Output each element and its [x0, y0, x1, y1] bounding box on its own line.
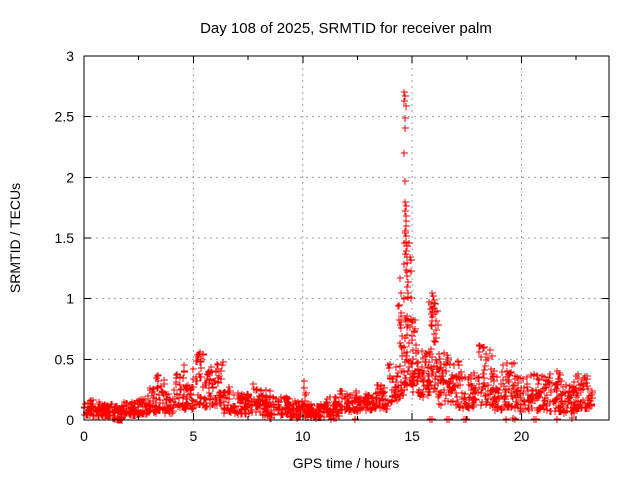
x-tick-label: 10: [295, 428, 311, 444]
y-tick-label: 1.5: [55, 230, 75, 246]
x-tick-label: 20: [514, 428, 530, 444]
x-tick-label: 0: [80, 428, 88, 444]
y-tick-label: 0.5: [55, 351, 75, 367]
y-tick-label: 0: [66, 412, 74, 428]
scatter-points: [81, 89, 596, 424]
x-tick-label: 15: [404, 428, 420, 444]
grid-lines: [84, 56, 609, 420]
y-tick-label: 1: [66, 291, 74, 307]
x-tick-label: 5: [189, 428, 197, 444]
x-axis-label: GPS time / hours: [293, 455, 400, 471]
data-point-markers: [81, 89, 596, 424]
y-tick-label: 2.5: [55, 109, 75, 125]
y-axis-label: SRMTID / TECUs: [7, 183, 23, 293]
plot-border: [83, 55, 610, 421]
y-tick-label: 2: [66, 169, 74, 185]
tick-labels: 0 5 10 15 20 0 0.5 1 1.5 2 2.5 3: [55, 48, 530, 444]
y-tick-label: 3: [66, 48, 74, 64]
chart-title: Day 108 of 2025, SRMTID for receiver pal…: [200, 20, 492, 37]
